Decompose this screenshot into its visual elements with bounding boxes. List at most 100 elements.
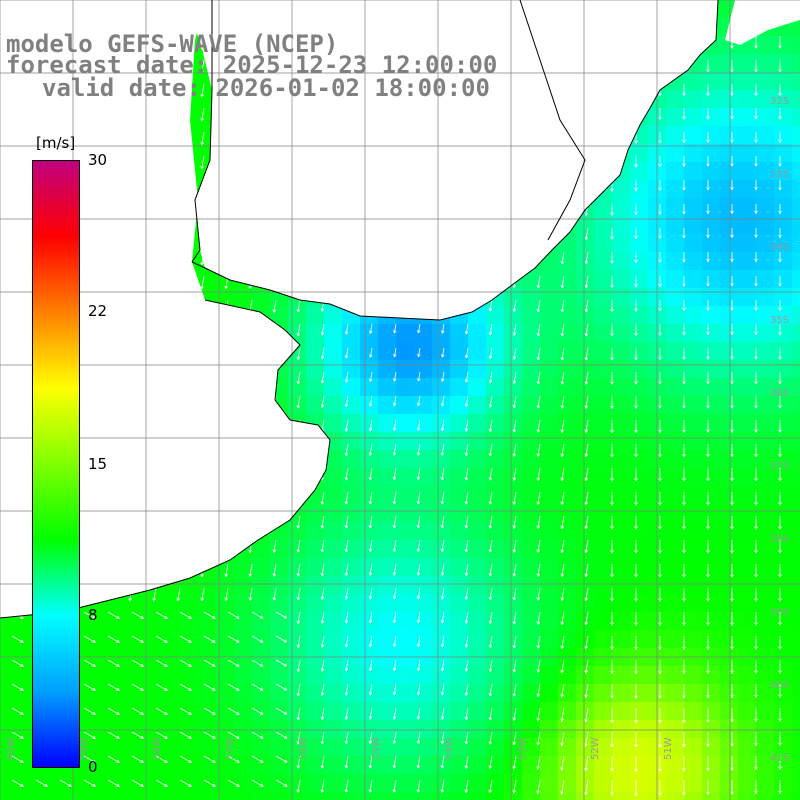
wind-arrow	[488, 443, 493, 457]
wind-cell	[756, 558, 774, 576]
wind-arrow	[658, 252, 662, 263]
wind-cell	[36, 792, 54, 800]
wind-arrow	[320, 731, 325, 745]
wind-arrow	[368, 635, 373, 647]
wind-arrow	[488, 539, 493, 553]
wind-cell	[378, 450, 396, 468]
wind-arrow	[392, 755, 397, 769]
wind-arrow	[706, 636, 710, 650]
wind-cell	[234, 792, 252, 800]
wind-cell	[144, 702, 162, 720]
wind-cell	[360, 396, 378, 414]
wind-cell	[180, 684, 198, 702]
wind-cell	[252, 576, 270, 594]
wind-cell	[90, 702, 108, 720]
wind-arrow	[682, 252, 686, 263]
wind-arrow	[754, 180, 758, 191]
wind-cell	[558, 558, 576, 576]
wind-cell	[684, 180, 702, 198]
wind-cell	[342, 576, 360, 594]
wind-cell	[288, 558, 306, 576]
wind-cell	[630, 306, 648, 324]
wind-arrow	[296, 755, 301, 769]
wind-arrow	[778, 516, 782, 530]
wind-cell	[450, 540, 468, 558]
wind-arrow	[320, 491, 325, 505]
wind-cell	[684, 666, 702, 684]
wind-arrow	[59, 779, 72, 787]
wind-cell	[756, 36, 774, 54]
wind-cell	[342, 792, 360, 800]
wind-cell	[522, 378, 540, 396]
wind-cell	[756, 594, 774, 612]
wind-cell	[702, 522, 720, 540]
wind-arrow	[344, 371, 349, 383]
wind-arrow	[754, 612, 758, 626]
wind-arrow	[368, 515, 373, 529]
wind-cell	[288, 684, 306, 702]
wind-arrow	[464, 371, 469, 383]
wind-cell	[216, 630, 234, 648]
wind-cell	[630, 252, 648, 270]
wind-cell	[432, 414, 450, 432]
wind-cell	[396, 702, 414, 720]
wind-arrow	[155, 659, 168, 667]
wind-cell	[738, 288, 756, 306]
wind-cell	[738, 90, 756, 108]
wind-cell	[738, 792, 756, 800]
wind-cell	[0, 630, 18, 648]
wind-arrow	[512, 611, 517, 625]
wind-cell	[522, 342, 540, 360]
wind-cell	[612, 396, 630, 414]
wind-arrow	[200, 107, 205, 122]
wind-arrow	[584, 683, 589, 698]
wind-cell	[252, 774, 270, 792]
wind-cell	[198, 738, 216, 756]
land-argentina	[0, 0, 330, 618]
wind-cell	[630, 738, 648, 756]
wind-arrow	[368, 611, 373, 624]
wind-cell	[306, 396, 324, 414]
wind-arrow	[440, 491, 445, 505]
wind-cell	[432, 666, 450, 684]
wind-cell	[396, 720, 414, 738]
wind-cell	[342, 666, 360, 684]
wind-cell	[162, 630, 180, 648]
wind-cell	[774, 666, 792, 684]
wind-cell	[522, 576, 540, 594]
wind-cell	[468, 414, 486, 432]
wind-arrow	[536, 707, 541, 722]
wind-cell	[126, 792, 144, 800]
wind-cell	[414, 720, 432, 738]
wind-cell	[666, 198, 684, 216]
wind-arrow	[296, 299, 301, 313]
wind-arrow	[416, 779, 421, 793]
wind-arrow	[131, 683, 144, 691]
wind-cell	[342, 684, 360, 702]
wind-cell	[234, 576, 252, 594]
wind-cell	[702, 198, 720, 216]
wind-arrow	[512, 707, 517, 721]
wind-arrow	[778, 372, 782, 385]
wind-arrow	[107, 707, 120, 715]
wind-cell	[702, 738, 720, 756]
wind-arrow	[754, 156, 758, 167]
wind-cell	[270, 702, 288, 720]
wind-arrow	[754, 756, 758, 770]
wind-arrow	[440, 683, 445, 696]
wind-arrow	[251, 755, 264, 763]
wind-cell	[270, 792, 288, 800]
wind-cell	[378, 504, 396, 522]
wind-cell	[594, 378, 612, 396]
wind-cell	[558, 468, 576, 486]
wind-arrow	[368, 539, 373, 552]
wind-cell	[324, 612, 342, 630]
wind-arrow	[536, 755, 541, 770]
wind-cell	[414, 432, 432, 450]
wind-arrow	[658, 108, 662, 120]
wind-cell	[450, 342, 468, 360]
wind-cell	[180, 774, 198, 792]
wind-arrow	[83, 707, 96, 715]
wind-arrow	[610, 684, 614, 699]
